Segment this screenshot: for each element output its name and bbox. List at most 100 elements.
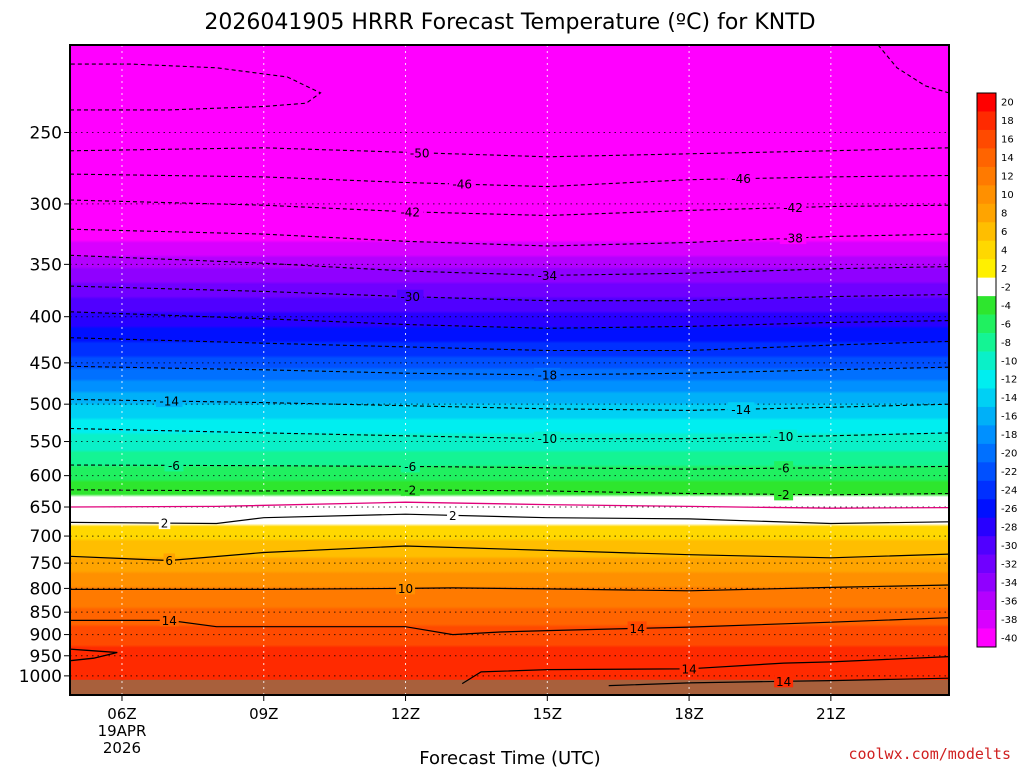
colorbar-swatch-10 <box>977 185 996 205</box>
contour--38-3 <box>70 228 949 247</box>
colorbar-tick--10: -10 <box>1001 356 1017 367</box>
colorbar-swatch--16 <box>977 406 996 426</box>
colorbar-tick--30: -30 <box>1001 541 1017 552</box>
contour-label--42: -42 <box>783 201 803 215</box>
colorbar-tick--24: -24 <box>1001 486 1017 497</box>
contour-label-bg <box>155 394 183 408</box>
colorbar-swatch--2 <box>977 277 996 297</box>
colorbar-swatch--14 <box>977 388 996 408</box>
colorbar-swatch-12 <box>977 166 996 186</box>
colorbar-swatch--26 <box>977 499 996 519</box>
credit-text: coolwx.com/modelts <box>848 745 1011 763</box>
contour-label-14: 14 <box>681 662 696 676</box>
contour-label--18: -18 <box>538 368 558 382</box>
colorbar-tick-14: 14 <box>1001 153 1014 164</box>
isotherm-contours <box>70 45 949 687</box>
contour-10-16 <box>70 584 949 592</box>
y-tick-label-900: 900 <box>30 626 62 646</box>
contour-label-bg <box>400 482 420 496</box>
contour-label-bg <box>163 553 175 567</box>
contour-label-2: 2 <box>161 517 169 531</box>
contour-label-6: 6 <box>165 554 173 568</box>
contour-18-20 <box>70 648 118 662</box>
colorbar-swatch--32 <box>977 554 996 574</box>
x-tick-label-06Z: 06Z <box>107 705 136 723</box>
colorbar-tick--8: -8 <box>1001 338 1011 349</box>
y-tick-label-400: 400 <box>30 308 62 328</box>
contour-label-bg <box>397 204 424 218</box>
colorbar-swatch--20 <box>977 443 996 463</box>
chart-title: 2026041905 HRRR Forecast Temperature (ºC… <box>204 10 815 35</box>
colorbar-swatch-14 <box>977 148 996 168</box>
colorbar-tick--2: -2 <box>1001 282 1011 293</box>
colorbar-tick-2: 2 <box>1001 264 1007 275</box>
ground-layer <box>70 679 949 695</box>
contour--42-2 <box>70 199 949 217</box>
colorbar-tick--26: -26 <box>1001 504 1017 515</box>
contour-label-bg <box>158 516 171 530</box>
y-tick-label-350: 350 <box>30 255 62 275</box>
contour-label-bg <box>397 289 424 303</box>
colorbar-tick--12: -12 <box>1001 375 1017 386</box>
colorbar-swatch--6 <box>977 314 996 334</box>
contour-label--10: -10 <box>538 432 558 446</box>
contour-label-bg <box>448 177 476 191</box>
colorbar-tick--40: -40 <box>1001 633 1017 644</box>
temperature-field <box>70 45 949 695</box>
contour-label-bg <box>774 487 794 501</box>
contour--26-6 <box>70 311 949 329</box>
contour-label-bg <box>679 661 699 675</box>
contour-0-13 <box>70 501 949 509</box>
colorbar-swatch-20 <box>977 93 996 112</box>
y-tick-label-850: 850 <box>30 603 62 623</box>
contour-label--30: -30 <box>400 290 420 304</box>
y-tick-label-300: 300 <box>30 195 62 215</box>
contour-label--14: -14 <box>159 395 179 409</box>
colorbar-swatch-6 <box>977 222 996 242</box>
colorbar-tick--20: -20 <box>1001 449 1017 460</box>
colorbar-tick--34: -34 <box>1001 578 1017 589</box>
contour-label-bg <box>774 461 794 475</box>
contour-label-bg <box>396 581 416 595</box>
contour-label--38: -38 <box>783 232 803 246</box>
colorbar-swatch-18 <box>977 111 996 131</box>
colorbar-tick--16: -16 <box>1001 412 1017 423</box>
contour-14-17 <box>70 617 949 636</box>
contour-label-10: 10 <box>398 582 413 596</box>
colorbar: 20 18 16 14 12 10 8 6 4 2 -2 -4 -6 -8 -10 -12 -14 -16 -18 -… <box>976 92 1017 648</box>
colorbar-swatch--4 <box>977 296 996 315</box>
contour-label-bg <box>534 431 561 445</box>
colorbar-tick-8: 8 <box>1001 209 1007 220</box>
y-tick-label-700: 700 <box>30 527 62 547</box>
contour-label-14: 14 <box>162 614 177 628</box>
contour-label-bg <box>400 459 420 473</box>
y-tick-label-250: 250 <box>30 123 62 143</box>
contour-label-bg <box>727 171 755 185</box>
y-axis: 250 300 350 400 450 500 550 600 650 700 750 800 850 9… <box>19 123 70 687</box>
contour-label-bg <box>774 674 794 688</box>
x-tick-label-15Z: 15Z <box>533 705 562 723</box>
contour-label--2: -2 <box>778 488 790 502</box>
colorbar-tick-16: 16 <box>1001 135 1014 146</box>
colorbar-swatch--38 <box>977 610 996 629</box>
contour-label--14: -14 <box>731 403 751 417</box>
colorbar-frame <box>976 92 997 648</box>
contour--54-22 <box>877 45 949 94</box>
contour-label-bg <box>534 367 561 381</box>
contour-label-bg <box>779 231 807 245</box>
y-tick-label-1000: 1000 <box>19 667 62 687</box>
y-tick-label-950: 950 <box>30 647 62 667</box>
colorbar-swatch--10 <box>977 351 996 371</box>
y-tick-label-800: 800 <box>30 579 62 599</box>
contour--22-7 <box>70 337 949 352</box>
colorbar-tick--22: -22 <box>1001 467 1017 478</box>
contour-label--50: -50 <box>410 146 430 160</box>
colorbar-swatch--24 <box>977 480 996 500</box>
contour--2-12 <box>70 489 949 496</box>
plot-frame <box>69 44 950 696</box>
colorbar-swatch-4 <box>977 240 996 260</box>
colorbar-tick--6: -6 <box>1001 319 1011 330</box>
y-tick-label-550: 550 <box>30 433 62 453</box>
